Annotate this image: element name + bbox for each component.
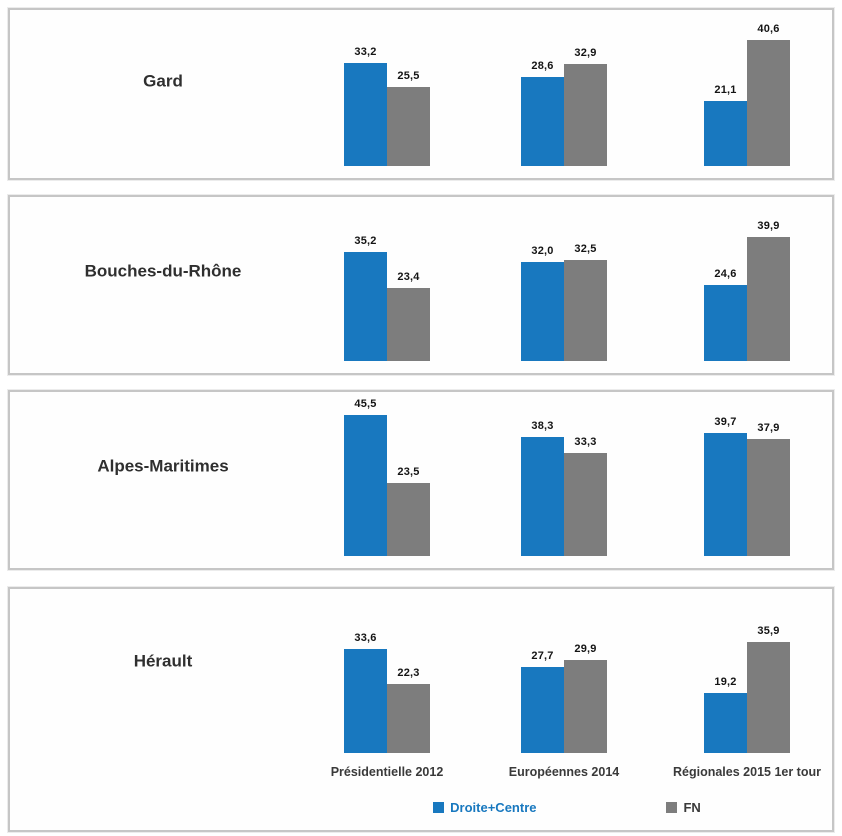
bar-group: 39,7 37,9 — [704, 416, 790, 556]
bar-fn: 25,5 — [387, 70, 430, 166]
legend-swatch-icon — [433, 802, 445, 813]
bar-droite-centre: 33,6 — [344, 632, 387, 753]
bar-group: 38,3 33,3 — [521, 420, 607, 556]
bar-group: 19,2 35,9 — [704, 625, 790, 753]
bar-group: 45,5 23,5 — [344, 398, 430, 556]
chart-panel: Hérault 33,6 22,3 27,7 29,9 19,2 35,9 Président… — [8, 587, 834, 832]
legend-label: FN — [683, 800, 701, 815]
bar-droite-centre: 27,7 — [521, 650, 564, 753]
legend-swatch-icon — [666, 802, 678, 813]
bar-value-label: 25,5 — [397, 70, 420, 82]
chart-panel: Alpes-Maritimes 45,5 23,5 38,3 33,3 39,7 37,9 — [8, 390, 834, 570]
bar-value-label: 35,9 — [757, 625, 780, 637]
bar-group: 21,1 40,6 — [704, 23, 790, 166]
bar-group: 27,7 29,9 — [521, 643, 607, 753]
bar-value-label: 39,9 — [757, 220, 780, 232]
bar-value-label: 28,6 — [531, 60, 554, 72]
legend-item-droite-centre: Droite+Centre — [433, 800, 536, 815]
bar-droite-centre: 38,3 — [521, 420, 564, 556]
bar-value-label: 29,9 — [574, 643, 597, 655]
bar-value-label: 32,5 — [574, 243, 597, 255]
bar-fn: 40,6 — [747, 23, 790, 166]
bar-droite-centre: 19,2 — [704, 676, 747, 753]
bar-droite-centre: 39,7 — [704, 416, 747, 556]
bar-droite-centre: 33,2 — [344, 46, 387, 166]
bar-fn: 35,9 — [747, 625, 790, 753]
region-label: Hérault — [133, 651, 193, 671]
bar-value-label: 23,5 — [397, 466, 420, 478]
bar-group: 35,2 23,4 — [344, 235, 430, 361]
bar-value-label: 33,6 — [354, 632, 377, 644]
bar-value-label: 33,3 — [574, 436, 597, 448]
bar-fn: 32,5 — [564, 243, 607, 361]
bar-fn: 22,3 — [387, 667, 430, 753]
chart-panel: Gard 33,2 25,5 28,6 32,9 21,1 40,6 — [8, 8, 834, 180]
bar-value-label: 32,0 — [531, 245, 554, 257]
bar-droite-centre: 32,0 — [521, 245, 564, 361]
bar-value-label: 19,2 — [714, 676, 737, 688]
bar-group: 24,6 39,9 — [704, 220, 790, 361]
bar-group: 33,2 25,5 — [344, 46, 430, 166]
region-label: Gard — [143, 70, 183, 90]
bar-value-label: 45,5 — [354, 398, 377, 410]
bar-value-label: 23,4 — [397, 271, 420, 283]
bar-fn: 37,9 — [747, 422, 790, 556]
bar-droite-centre: 28,6 — [521, 60, 564, 166]
bar-fn: 33,3 — [564, 436, 607, 556]
bar-value-label: 35,2 — [354, 235, 377, 247]
bar-fn: 23,4 — [387, 271, 430, 361]
bar-value-label: 38,3 — [531, 420, 554, 432]
bar-value-label: 32,9 — [574, 47, 597, 59]
bar-value-label: 37,9 — [757, 422, 780, 434]
bar-value-label: 22,3 — [397, 667, 420, 679]
legend-item-fn: FN — [666, 800, 701, 815]
bar-fn: 23,5 — [387, 466, 430, 556]
region-label: Alpes-Maritimes — [97, 456, 229, 476]
x-axis-label: Présidentielle 2012 — [330, 765, 444, 779]
bar-droite-centre: 21,1 — [704, 84, 747, 166]
bar-value-label: 21,1 — [714, 84, 737, 96]
bar-fn: 32,9 — [564, 47, 607, 166]
chart-panel: Bouches-du-Rhône 35,2 23,4 32,0 32,5 24,6 39,9 — [8, 195, 834, 375]
bar-value-label: 33,2 — [354, 46, 377, 58]
x-axis-label: Européennes 2014 — [508, 765, 620, 779]
bar-group: 33,6 22,3 — [344, 632, 430, 753]
bar-group: 32,0 32,5 — [521, 243, 607, 361]
x-axis-label: Régionales 2015 1er tour — [673, 765, 821, 779]
bar-droite-centre: 45,5 — [344, 398, 387, 556]
region-label: Bouches-du-Rhône — [84, 261, 242, 281]
bar-value-label: 24,6 — [714, 268, 737, 280]
bar-value-label: 39,7 — [714, 416, 737, 428]
bar-fn: 29,9 — [564, 643, 607, 753]
bar-fn: 39,9 — [747, 220, 790, 361]
bar-droite-centre: 35,2 — [344, 235, 387, 361]
bar-droite-centre: 24,6 — [704, 268, 747, 361]
legend: Droite+Centre FN — [310, 800, 824, 815]
bar-value-label: 27,7 — [531, 650, 554, 662]
bar-group: 28,6 32,9 — [521, 47, 607, 166]
legend-label: Droite+Centre — [450, 800, 537, 815]
bar-value-label: 40,6 — [757, 23, 780, 35]
